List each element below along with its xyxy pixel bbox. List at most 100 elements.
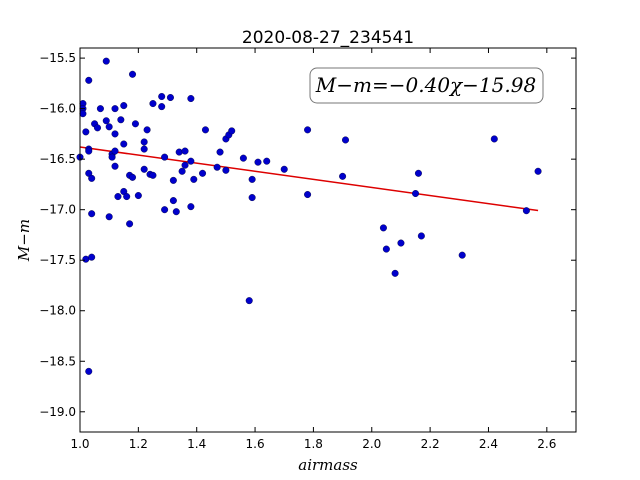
data-point — [111, 105, 119, 113]
data-point — [158, 93, 166, 101]
data-point — [178, 167, 186, 175]
data-point — [458, 251, 466, 259]
fit-line-layer — [79, 146, 539, 212]
data-point — [131, 120, 139, 128]
x-tick-label: 2.6 — [537, 437, 556, 451]
data-point — [88, 174, 96, 182]
data-point — [280, 165, 288, 173]
data-point — [304, 126, 312, 134]
y-axis-ticks: −15.5 −16.0 −16.5 −17.0 −17.5 −18.0 −18.5 −19.0 — [39, 51, 576, 419]
data-point — [222, 166, 230, 174]
data-point — [126, 220, 134, 228]
x-axis-label: airmass — [298, 456, 358, 474]
data-point — [143, 126, 151, 134]
y-tick-label: −16.5 — [39, 152, 76, 166]
data-point — [102, 117, 110, 125]
equation-annotation: M−m=−0.40χ−15.98 — [309, 67, 544, 104]
data-point — [342, 136, 350, 144]
y-tick-label: −18.0 — [39, 304, 76, 318]
x-tick-label: 1.2 — [129, 437, 148, 451]
data-point — [216, 148, 224, 156]
x-tick-label: 2.4 — [479, 437, 498, 451]
data-point — [263, 157, 271, 165]
data-point — [111, 130, 119, 138]
y-tick-label: −17.0 — [39, 203, 76, 217]
data-point — [88, 253, 96, 261]
data-point — [379, 224, 387, 232]
data-point — [382, 245, 390, 253]
x-tick-label: 2.0 — [362, 437, 381, 451]
chart-title: 2020-08-27_234541 — [242, 28, 414, 48]
data-point — [254, 158, 262, 166]
data-point — [412, 190, 420, 198]
data-point — [79, 110, 87, 118]
fit-line — [79, 146, 539, 212]
data-point — [120, 102, 128, 110]
data-point — [158, 103, 166, 111]
x-tick-label: 1.4 — [187, 437, 206, 451]
data-point — [82, 128, 90, 136]
data-point — [417, 232, 425, 240]
data-point — [175, 148, 183, 156]
data-point — [166, 94, 174, 102]
data-point — [187, 95, 195, 103]
data-point — [199, 169, 207, 177]
data-point — [94, 124, 102, 132]
y-tick-label: −17.5 — [39, 253, 76, 267]
data-point — [96, 105, 104, 113]
data-point — [108, 153, 116, 161]
data-point — [245, 297, 253, 305]
data-point — [169, 197, 177, 205]
y-axis-label: M−m — [15, 219, 33, 262]
y-tick-label: −16.0 — [39, 102, 76, 116]
x-tick-label: 1.0 — [70, 437, 89, 451]
y-tick-label: −15.5 — [39, 51, 76, 65]
data-point — [534, 167, 542, 175]
data-point — [88, 210, 96, 218]
data-point — [105, 213, 113, 221]
data-point — [490, 135, 498, 143]
y-tick-label: −18.5 — [39, 354, 76, 368]
data-point — [111, 147, 119, 155]
data-point — [111, 162, 119, 170]
data-point — [129, 70, 137, 78]
data-point — [397, 239, 405, 247]
x-tick-label: 2.2 — [421, 437, 440, 451]
data-point — [105, 123, 113, 131]
data-point — [161, 206, 169, 214]
data-point — [181, 161, 189, 169]
data-point — [181, 147, 189, 155]
data-point — [239, 154, 247, 162]
scatter-points — [76, 57, 542, 375]
data-point — [117, 116, 125, 124]
data-point — [82, 255, 90, 263]
data-point — [228, 127, 236, 135]
data-point — [391, 269, 399, 277]
data-point — [414, 169, 422, 177]
data-point — [190, 175, 198, 183]
data-point — [169, 176, 177, 184]
data-point — [187, 157, 195, 165]
x-tick-label: 1.6 — [246, 437, 265, 451]
data-point — [522, 207, 530, 215]
data-point — [120, 140, 128, 148]
data-point — [140, 145, 148, 153]
data-point — [201, 126, 209, 134]
y-tick-label: −19.0 — [39, 405, 76, 419]
x-tick-label: 1.8 — [304, 437, 323, 451]
plot-area — [80, 48, 576, 432]
data-point — [140, 138, 148, 146]
data-point — [187, 203, 195, 211]
annotation-box — [309, 67, 544, 104]
data-point — [140, 165, 148, 173]
data-point — [304, 191, 312, 199]
data-point — [85, 147, 93, 155]
data-point — [149, 100, 157, 108]
data-point — [114, 193, 122, 201]
data-point — [85, 367, 93, 375]
plot-frame — [79, 47, 577, 433]
data-point — [172, 208, 180, 216]
data-point — [123, 193, 131, 201]
data-point — [102, 57, 110, 65]
